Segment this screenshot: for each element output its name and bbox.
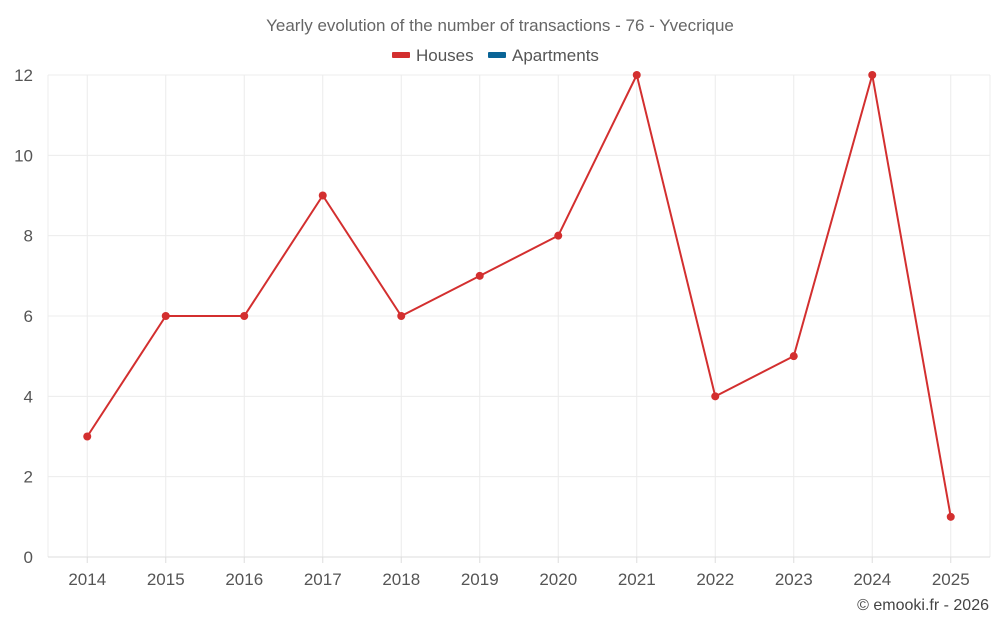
y-tick-label: 0 [24, 548, 33, 567]
gridlines [48, 74, 991, 557]
x-tick-label: 2025 [932, 570, 970, 589]
legend-swatch-apartments [488, 52, 506, 58]
data-point-houses-2022[interactable] [711, 392, 720, 401]
y-tick-label: 6 [24, 307, 33, 326]
data-point-houses-2023[interactable] [789, 352, 798, 361]
x-tick-label: 2023 [775, 570, 813, 589]
series-line-houses [86, 74, 952, 518]
legend-item-houses[interactable]: Houses [392, 46, 474, 65]
x-tick-label: 2019 [461, 570, 499, 589]
x-tick-label: 2021 [618, 570, 656, 589]
y-tick-label: 12 [14, 66, 33, 85]
x-tick-label: 2020 [539, 570, 577, 589]
x-tick-label: 2016 [225, 570, 263, 589]
x-tick-label: 2015 [147, 570, 185, 589]
data-point-houses-2018[interactable] [397, 312, 406, 320]
data-point-houses-2021[interactable] [632, 71, 641, 79]
y-tick-label: 2 [24, 468, 33, 487]
x-axis: 2014 2015 2016 2017 2018 2019 2020 2021 2022 2023… [48, 556, 990, 589]
chart-title: Yearly evolution of the number of transa… [266, 16, 734, 35]
legend-label-houses: Houses [416, 46, 474, 65]
y-tick-label: 8 [24, 227, 33, 246]
y-axis: 0 2 4 6 8 10 12 [14, 66, 49, 567]
data-point-houses-2017[interactable] [318, 191, 327, 200]
credit-text: © emooki.fr - 2026 [857, 597, 989, 614]
legend-item-apartments[interactable]: Apartments [488, 46, 599, 65]
x-tick-label: 2018 [382, 570, 420, 589]
legend-swatch-houses [392, 52, 410, 58]
data-point-houses-2015[interactable] [161, 312, 170, 320]
x-tick-label: 2017 [304, 570, 342, 589]
x-tick-label: 2014 [68, 570, 106, 589]
data-point-houses-2016[interactable] [240, 312, 249, 320]
data-point-houses-2024[interactable] [868, 71, 877, 79]
y-tick-label: 4 [24, 387, 33, 406]
series-houses [83, 71, 955, 521]
x-tick-label: 2022 [696, 570, 734, 589]
y-tick-label: 10 [14, 146, 33, 165]
data-point-houses-2020[interactable] [554, 231, 563, 240]
legend: Houses Apartments [392, 46, 599, 65]
data-point-houses-2019[interactable] [475, 271, 484, 280]
data-point-houses-2014[interactable] [83, 432, 92, 441]
x-tick-label: 2024 [853, 570, 891, 589]
data-point-houses-2025[interactable] [946, 512, 955, 521]
legend-label-apartments: Apartments [512, 46, 599, 65]
